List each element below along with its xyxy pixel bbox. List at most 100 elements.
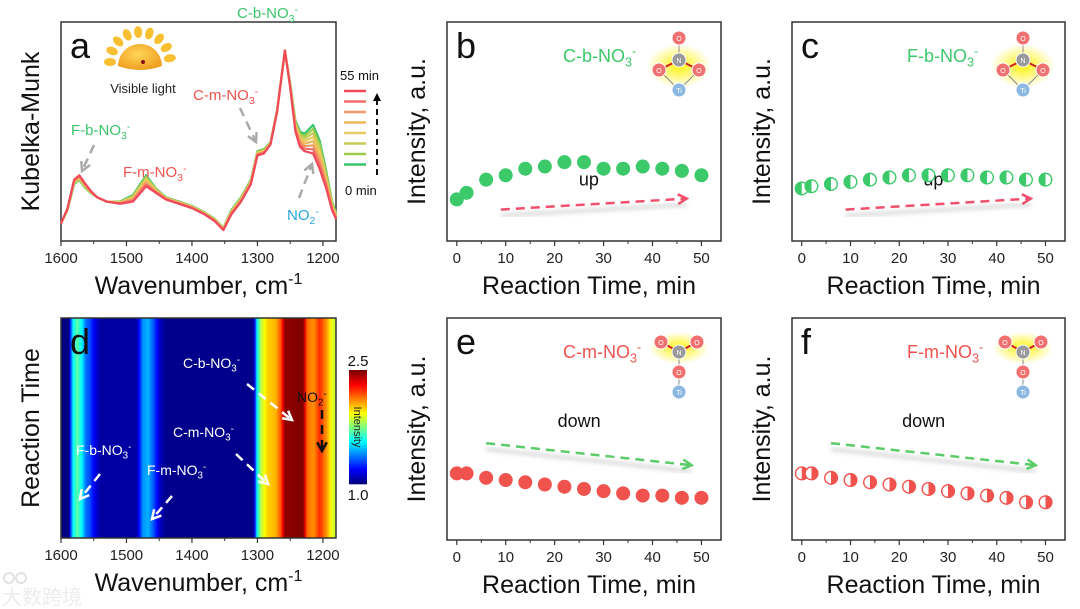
heatmap-cell	[151, 318, 154, 538]
heatmap-cell	[258, 318, 261, 538]
colorbar-cell	[349, 402, 367, 405]
trend-arrow	[830, 441, 1039, 474]
heatmap-cell	[291, 318, 294, 538]
nitrogen-atom: N	[671, 52, 687, 68]
watermark-text: 大数跨境	[2, 586, 82, 609]
molecule-diagram: O O N O Ti	[993, 332, 1053, 400]
titanium-atom-symbol: Ti	[1020, 390, 1026, 397]
data-point	[824, 177, 839, 192]
arrow-shaft	[830, 441, 1036, 467]
data-point-fill	[850, 473, 858, 488]
heatmap-cell	[325, 318, 328, 538]
data-point-fill	[948, 484, 955, 499]
colorbar-cell	[349, 459, 367, 462]
data-point	[616, 161, 631, 176]
heatmap-cell	[269, 318, 272, 538]
formula-base: C-b-NO	[563, 46, 625, 66]
plot-frame	[446, 317, 722, 541]
x-tick-label: 50	[1037, 250, 1054, 267]
arrow-head	[281, 410, 295, 422]
heatmap-cell	[131, 318, 134, 538]
arrow-shadow	[845, 202, 1031, 218]
formula-superscript: -	[237, 355, 240, 366]
plot-frame	[791, 21, 1066, 242]
legend-bottom-label: 0 min	[345, 183, 377, 198]
heatmap-cell	[78, 318, 80, 538]
heatmap-cell	[71, 318, 74, 538]
heatmap-cell	[129, 318, 132, 538]
colorbar-cell	[349, 396, 367, 399]
arrow-shaft	[235, 453, 269, 485]
plot-frame	[60, 21, 337, 242]
heatmap-cell	[244, 318, 247, 538]
arrow-shaft	[486, 441, 692, 467]
formula-base: F-m-NO	[907, 342, 972, 362]
colorbar-cell	[349, 425, 367, 428]
data-point	[459, 466, 474, 481]
arrow-head	[316, 441, 328, 454]
colorbar-cell	[349, 472, 367, 475]
x-tick-label: 50	[693, 250, 710, 267]
data-points	[794, 168, 1053, 196]
nitrogen-atom: N	[671, 344, 687, 360]
oxygen-atom: O	[1015, 30, 1031, 46]
heatmap-cell	[123, 318, 126, 538]
heatmap-cell	[142, 318, 145, 538]
arrow-head	[150, 508, 162, 521]
data-point	[557, 479, 572, 494]
titanium-atom-circle	[671, 82, 687, 98]
heatmap-cell	[119, 318, 122, 538]
heatmap-cell	[292, 318, 295, 538]
panel-letter: f	[801, 321, 812, 362]
x-axis: 1600 1500 1400 1300 1200	[44, 241, 340, 267]
oxygen-atom-circle	[1035, 62, 1051, 78]
oxygen-atom-symbol: O	[1002, 340, 1008, 347]
colorbar-cell	[349, 446, 367, 449]
x-tick-label: 0	[798, 549, 806, 566]
y-axis-label: Intensity, a.u.	[748, 58, 776, 205]
data-point	[960, 168, 975, 183]
arrow-head	[247, 131, 258, 145]
data-point	[577, 481, 591, 496]
heatmap-cell	[161, 318, 164, 538]
formula-subscript: 3	[972, 352, 979, 366]
heatmap-cell	[198, 318, 201, 538]
data-point	[479, 470, 494, 485]
data-point	[902, 168, 917, 183]
data-point	[882, 477, 897, 492]
colorbar-cell	[349, 447, 367, 451]
heatmap-cell	[188, 318, 190, 538]
heatmap-cell	[68, 318, 71, 538]
formula-superscript: -	[203, 462, 206, 473]
formula-superscript: -	[979, 341, 983, 355]
heatmap-cell	[219, 318, 222, 538]
data-point	[921, 481, 936, 496]
oxygen-atom: O	[671, 364, 687, 380]
watermark: 大数跨境	[2, 572, 82, 609]
panel-letter: a	[70, 25, 91, 66]
formula-superscript: -	[183, 163, 187, 175]
sun-mouth	[141, 60, 145, 64]
heatmap-cell	[224, 318, 227, 538]
x-tick-label: 1400	[175, 250, 208, 267]
y-axis-label: Intensity, a.u.	[403, 356, 431, 503]
heatmap-cell	[126, 318, 129, 538]
data-point	[999, 490, 1014, 505]
heatmap-cell	[257, 318, 260, 538]
oxygen-atom: O	[653, 334, 669, 350]
formula-superscript: -	[128, 442, 131, 453]
trend-label: down	[902, 411, 945, 431]
heatmap-cell	[189, 318, 192, 538]
x-tick-label: 1400	[175, 547, 208, 564]
colorbar-cell	[349, 466, 367, 470]
heatmap-cell	[184, 318, 187, 538]
heatmap-cell	[256, 318, 259, 538]
nitrogen-atom-symbol: N	[676, 350, 681, 357]
x-tick-label: 30	[595, 549, 612, 566]
oxygen-atom: O	[1015, 364, 1031, 380]
heatmap-cell	[108, 318, 111, 538]
heatmap-cell	[130, 318, 133, 538]
heatmap-cell	[62, 318, 65, 538]
arrow-head	[1021, 193, 1034, 205]
oxygen-atom-symbol: O	[676, 36, 682, 43]
